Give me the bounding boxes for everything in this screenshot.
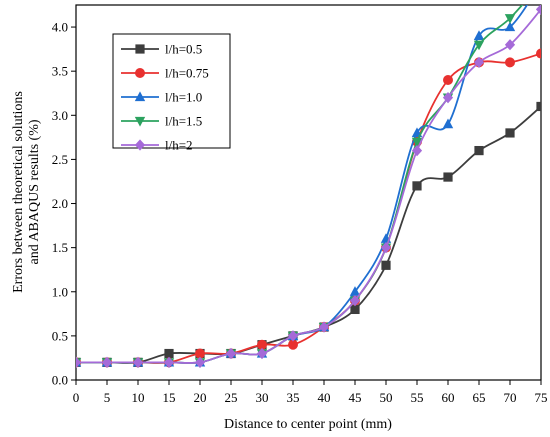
legend-item: l/h=1.0 bbox=[121, 90, 202, 105]
legend-box bbox=[112, 33, 231, 149]
data-point bbox=[473, 56, 485, 68]
y-tick-label: 1.5 bbox=[52, 240, 68, 255]
data-point bbox=[380, 242, 392, 254]
x-tick-label: 35 bbox=[287, 390, 300, 405]
x-tick-label: 30 bbox=[256, 390, 269, 405]
data-point bbox=[350, 304, 360, 315]
data-point bbox=[504, 21, 516, 32]
data-point bbox=[257, 339, 267, 350]
data-point bbox=[195, 348, 205, 359]
legend-swatch-marker bbox=[135, 44, 145, 54]
data-point bbox=[381, 260, 391, 270]
data-point bbox=[505, 128, 515, 138]
x-tick-label: 60 bbox=[442, 390, 455, 405]
data-point bbox=[411, 144, 423, 157]
data-point bbox=[164, 348, 174, 359]
legend-label: l/h=2 bbox=[165, 138, 193, 153]
y-axis-title-line-2: and ABAQUS results (%) bbox=[27, 119, 42, 264]
data-point bbox=[76, 356, 82, 368]
x-tick-label: 75 bbox=[535, 390, 548, 405]
data-point bbox=[411, 137, 423, 148]
data-point bbox=[504, 39, 516, 51]
y-tick-label: 0.0 bbox=[52, 373, 68, 388]
data-point bbox=[535, 5, 541, 16]
data-point bbox=[349, 286, 361, 296]
legend-item: l/h=2 bbox=[121, 138, 193, 153]
data-point bbox=[442, 118, 454, 129]
data-point bbox=[443, 75, 453, 85]
x-tick-label: 0 bbox=[73, 390, 80, 405]
y-tick-label: 2.0 bbox=[52, 196, 68, 211]
x-tick-label: 5 bbox=[104, 390, 111, 405]
x-tick-label: 10 bbox=[132, 390, 145, 405]
legend-swatch-marker bbox=[134, 139, 146, 151]
data-point bbox=[256, 347, 268, 360]
data-point bbox=[536, 48, 541, 59]
x-tick-label: 45 bbox=[349, 390, 362, 405]
legend-swatch-marker bbox=[134, 91, 146, 102]
series-l/h=2 bbox=[76, 5, 541, 368]
data-point bbox=[287, 330, 299, 342]
legend-label: l/h=1.5 bbox=[165, 114, 202, 129]
y-axis-title: Errors between theoretical solutions and… bbox=[11, 91, 42, 293]
legend-item: l/h=0.5 bbox=[121, 42, 202, 57]
y-tick-label: 3.0 bbox=[52, 108, 68, 123]
x-tick-label: 40 bbox=[318, 390, 331, 405]
x-axis-title: Distance to center point (mm) bbox=[224, 417, 392, 432]
data-point bbox=[349, 294, 361, 307]
y-tick-label: 3.5 bbox=[52, 64, 68, 79]
data-point bbox=[132, 356, 144, 368]
y-tick-label: 4.0 bbox=[52, 20, 68, 35]
data-point bbox=[318, 321, 330, 333]
legend-label: l/h=1.0 bbox=[165, 90, 202, 105]
legend-label: l/h=0.5 bbox=[165, 42, 202, 57]
y-tick-label: 0.5 bbox=[52, 328, 68, 343]
data-point bbox=[194, 356, 206, 368]
x-tick-label: 55 bbox=[411, 390, 424, 405]
y-axis-title-line-1: Errors between theoretical solutions bbox=[11, 91, 26, 293]
data-point bbox=[504, 14, 516, 24]
x-tick-label: 20 bbox=[194, 390, 207, 405]
legend-item: l/h=0.75 bbox=[121, 66, 209, 81]
x-tick-label: 25 bbox=[225, 390, 238, 405]
data-point bbox=[101, 356, 113, 368]
data-point bbox=[443, 172, 453, 182]
data-point bbox=[536, 101, 541, 112]
legend-item: l/h=1.5 bbox=[121, 114, 202, 129]
x-tick-label: 70 bbox=[504, 390, 517, 405]
data-point bbox=[473, 40, 485, 51]
data-point bbox=[505, 57, 515, 68]
data-point bbox=[163, 356, 175, 368]
data-point bbox=[225, 347, 237, 360]
series-line bbox=[76, 8, 541, 364]
plot-frame bbox=[75, 4, 542, 381]
data-point bbox=[288, 339, 298, 350]
data-point bbox=[474, 145, 484, 156]
x-tick-label: 50 bbox=[380, 390, 393, 405]
y-tick-label: 2.5 bbox=[52, 152, 68, 167]
x-tick-label: 65 bbox=[473, 390, 486, 405]
legend-swatch-marker bbox=[135, 68, 145, 78]
data-point bbox=[442, 92, 454, 104]
data-point bbox=[473, 30, 485, 40]
x-tick-label: 15 bbox=[163, 390, 176, 405]
y-tick-label: 1.0 bbox=[52, 284, 68, 299]
legend-label: l/h=0.75 bbox=[165, 66, 209, 81]
data-point bbox=[412, 181, 422, 191]
legend: l/h=0.5 l/h=0.75 l/h=1.0 l/h=1.5 l/h=2 bbox=[112, 33, 231, 153]
legend-swatch-marker bbox=[134, 116, 146, 127]
